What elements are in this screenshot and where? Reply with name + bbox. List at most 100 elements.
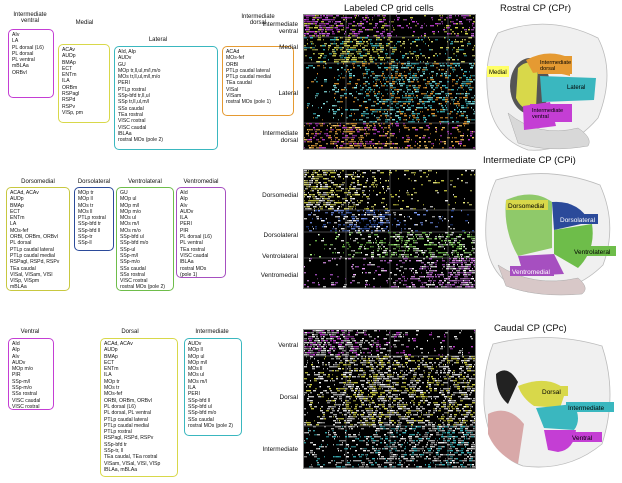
grid-cell: [451, 242, 453, 244]
grid-cell: [376, 49, 377, 51]
grid-cell: [434, 270, 435, 272]
grid-cell: [437, 83, 440, 85]
grid-cell: [315, 210, 317, 212]
grid-cell: [388, 244, 391, 246]
grid-cell: [393, 368, 395, 370]
grid-cell: [375, 406, 376, 408]
grid-cell: [446, 390, 448, 392]
grid-cell: [391, 31, 393, 33]
grid-cell: [316, 186, 318, 188]
grid-cell: [432, 278, 433, 280]
grid-cell: [441, 236, 444, 238]
grid-cell: [430, 97, 433, 99]
grid-cell: [321, 338, 324, 340]
grid-cell: [388, 127, 390, 129]
grid-cell: [363, 77, 366, 79]
grid-cell: [442, 354, 443, 356]
grid-cell: [344, 228, 345, 230]
grid-cell: [373, 210, 374, 212]
grid-cell: [356, 204, 359, 206]
grid-cell: [322, 27, 323, 29]
grid-cell: [387, 137, 388, 139]
row-label-caudal-0: Ventral: [278, 342, 298, 349]
grid-cell: [329, 388, 331, 390]
grid-cell: [366, 41, 368, 43]
grid-cell: [369, 59, 370, 61]
grid-cell: [369, 344, 370, 346]
grid-cell: [386, 344, 388, 346]
grid-cell: [444, 280, 446, 282]
grid-cell: [442, 394, 445, 396]
grid-cell: [454, 147, 455, 149]
grid-cell: [463, 111, 466, 113]
grid-cell: [433, 65, 434, 67]
grid-cell: [406, 25, 408, 27]
grid-cell: [407, 366, 408, 368]
grid-cell: [319, 330, 321, 332]
grid-cell: [427, 95, 428, 97]
grid-cell: [322, 170, 325, 172]
grid-cell: [412, 35, 414, 37]
grid-cell: [404, 278, 405, 280]
grid-cell: [313, 344, 316, 346]
grid-cell: [352, 87, 354, 89]
grid-cell: [397, 404, 398, 406]
grid-cell: [319, 382, 321, 384]
grid-cell: [354, 392, 356, 394]
grid-cell: [390, 57, 391, 59]
grid-cell: [350, 29, 352, 31]
grid-cell: [426, 236, 429, 238]
grid-cell: [396, 35, 397, 37]
grid-cell: [350, 282, 352, 284]
grid-cell: [392, 79, 394, 81]
grid-cell: [418, 67, 420, 69]
grid-cell: [396, 123, 399, 125]
grid-cell: [453, 272, 456, 274]
grid-cell: [389, 21, 390, 23]
grid-cell: [344, 230, 347, 232]
grid-cell: [457, 286, 458, 288]
grid-cell: [453, 242, 455, 244]
grid-cell: [313, 170, 316, 172]
grid-cell: [349, 145, 350, 147]
grid-cell: [463, 135, 464, 137]
grid-cell: [348, 129, 350, 131]
grid-cell: [443, 376, 446, 378]
grid-cell: [369, 91, 370, 93]
grid-cell: [443, 109, 445, 111]
grid-cell: [345, 372, 347, 374]
grid-cell: [407, 127, 409, 129]
grid-cell: [413, 73, 414, 75]
grid-cell: [397, 147, 398, 149]
grid-cell: [373, 278, 375, 280]
grid-cell: [335, 232, 337, 234]
grid-cell: [337, 37, 338, 39]
grid-cell: [343, 334, 345, 336]
region-item: ILA: [188, 385, 196, 392]
grid-cell: [428, 252, 429, 254]
grid-cell: [404, 354, 407, 356]
grid-cell: [457, 242, 460, 244]
grid-cell: [357, 330, 358, 332]
grid-cell: [317, 334, 318, 336]
grid-cell: [405, 147, 408, 149]
grid-cell: [391, 278, 392, 280]
grid-cell: [403, 83, 405, 85]
grid-cell: [451, 358, 454, 360]
grid-cell: [375, 109, 378, 111]
grid-cell: [369, 376, 371, 378]
grid-cell: [399, 131, 400, 133]
grid-cell: [471, 242, 473, 244]
grid-cell: [455, 258, 457, 260]
grid-cell: [443, 364, 444, 366]
grid-cell: [322, 137, 323, 139]
grid-cell: [373, 344, 374, 346]
grid-cell: [358, 49, 360, 51]
grid-cell: [390, 33, 391, 35]
grid-cell: [435, 81, 436, 83]
grid-cell: [406, 109, 409, 111]
grid-cell: [458, 15, 459, 17]
grid-cell: [445, 232, 448, 234]
grid-cell: [396, 89, 397, 91]
grid-cell: [304, 19, 306, 21]
